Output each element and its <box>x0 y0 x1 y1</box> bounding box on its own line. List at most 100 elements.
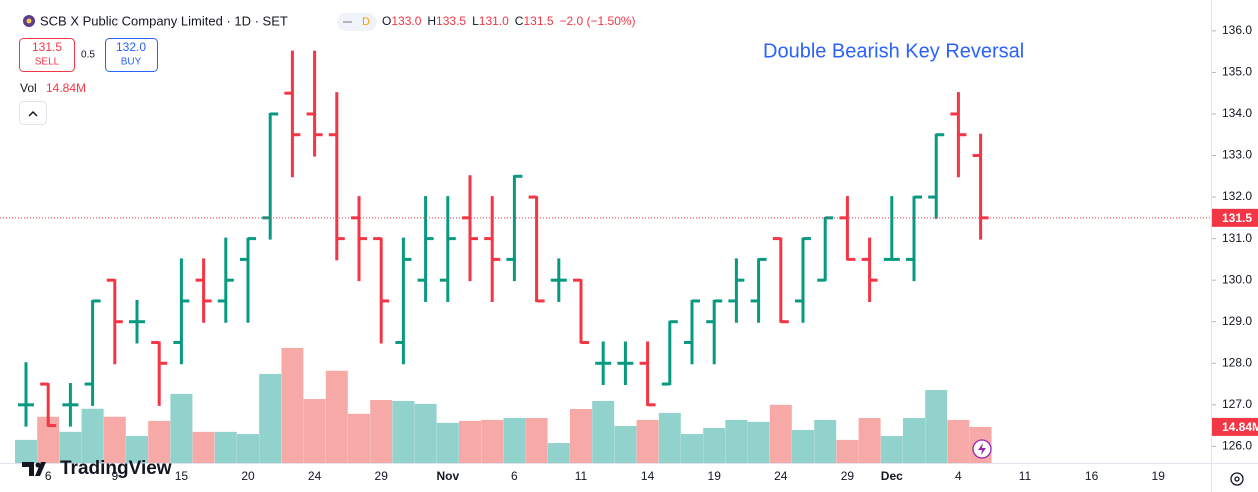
symbol-logo-dot <box>26 18 32 24</box>
volume-bar <box>747 421 770 463</box>
volume-bar <box>126 435 148 463</box>
volume-bar <box>15 439 37 463</box>
volume-bar <box>259 373 282 463</box>
volume-bar <box>37 416 60 463</box>
volume-bar <box>414 403 437 463</box>
x-tick-label: 19 <box>708 469 722 483</box>
x-tick-label: 4 <box>955 469 962 483</box>
volume-bar <box>237 434 259 463</box>
volume-bar <box>725 419 748 463</box>
legend-value: 131.5 <box>523 14 553 28</box>
y-tick-label: 135.0 <box>1222 65 1252 79</box>
y-tick-label: 128.0 <box>1222 355 1252 369</box>
volume-bar <box>903 417 925 463</box>
legend-value: 133.5 <box>436 14 466 28</box>
volume-bar <box>658 412 681 463</box>
volume-bar <box>925 390 948 463</box>
x-tick-label: 24 <box>774 469 788 483</box>
volume-bar <box>947 419 970 463</box>
settings-icon[interactable] <box>1230 472 1244 486</box>
x-tick-label: 20 <box>241 469 255 483</box>
volume-bar <box>348 413 370 463</box>
buy-button[interactable] <box>105 38 158 72</box>
volume-bar <box>681 434 703 463</box>
last-price-tag <box>1212 208 1258 227</box>
sell-label: SELL <box>35 57 60 68</box>
volume-legend-value: 14.84M <box>46 81 86 95</box>
legend-change: −2.0 (−1.50%) <box>560 14 636 28</box>
buy-price: 132.0 <box>116 40 146 54</box>
volume-bar <box>281 347 304 463</box>
legend-key: O <box>382 14 391 28</box>
last-price-label: 131.5 <box>1222 211 1252 225</box>
volume-bar <box>81 408 104 463</box>
volume-bar <box>392 400 415 463</box>
buy-label: BUY <box>121 57 142 68</box>
tv-logo-dot <box>35 462 41 468</box>
y-tick-label: 136.0 <box>1222 23 1252 37</box>
volume-legend-label: Vol <box>20 81 37 95</box>
collapse-icon <box>28 110 38 117</box>
x-tick-label: 14 <box>641 469 655 483</box>
x-tick-label: 11 <box>575 469 588 483</box>
annotation[interactable]: Double Bearish Key Reversal <box>763 40 1024 62</box>
volume-bar <box>325 370 348 463</box>
volume-bar <box>459 420 481 463</box>
x-tick-label: 9 <box>111 469 118 483</box>
volume-bar <box>59 431 82 463</box>
volume-bar <box>703 427 726 463</box>
x-tick-label: 6 <box>511 469 518 483</box>
legend-key: L <box>472 14 479 28</box>
sell-button[interactable] <box>19 38 75 72</box>
x-tick-label: Dec <box>881 469 903 483</box>
volume-bar <box>303 399 326 463</box>
market-status: D <box>362 16 370 28</box>
volume-bar <box>148 420 171 463</box>
x-tick-label: 29 <box>375 469 389 483</box>
volume-bar <box>370 399 393 463</box>
sell-price: 131.5 <box>32 40 62 54</box>
y-tick-label: 134.0 <box>1222 106 1252 120</box>
legend-key: H <box>427 14 436 28</box>
volume-bar <box>592 400 615 463</box>
volume-bar <box>103 416 126 463</box>
event-icon-bolt <box>978 443 986 455</box>
y-tick-label: 129.0 <box>1222 314 1252 328</box>
y-tick-label: 132.0 <box>1222 189 1252 203</box>
x-tick-label: 29 <box>841 469 855 483</box>
volume-bar <box>192 431 215 463</box>
legend-key: C <box>515 14 524 28</box>
volume-bar <box>880 435 903 463</box>
volume-bar <box>214 431 237 463</box>
volume-bar <box>503 417 526 463</box>
x-tick-label: Nov <box>436 469 459 483</box>
market-status-pill[interactable] <box>337 13 377 31</box>
legend-value: 133.0 <box>391 14 421 28</box>
volume-bar <box>858 417 881 463</box>
volume-bar <box>570 408 592 463</box>
symbol-title[interactable]: SCB X Public Company Limited · 1D · SET <box>40 13 288 28</box>
x-tick-label: 19 <box>1152 469 1166 483</box>
last-volume-tag <box>1212 417 1258 436</box>
volume-bar <box>792 429 814 463</box>
y-tick-label: 127.0 <box>1222 397 1252 411</box>
volume-layer <box>15 347 992 463</box>
y-tick-label: 126.0 <box>1222 439 1252 453</box>
spread: 0.5 <box>81 50 95 61</box>
y-tick-label: 133.0 <box>1222 148 1252 162</box>
volume-bar <box>436 422 459 463</box>
volume-bar <box>814 419 837 463</box>
x-tick-label: 11 <box>1019 469 1032 483</box>
volume-bar <box>525 417 548 463</box>
volume-bar <box>769 404 792 463</box>
legend-value: 131.0 <box>479 14 509 28</box>
volume-bar <box>636 419 659 463</box>
volume-bar <box>481 419 504 463</box>
tv-logo-text[interactable]: TradingView <box>60 458 172 479</box>
x-tick-label: 24 <box>308 469 322 483</box>
x-tick-label: 6 <box>45 469 52 483</box>
volume-bar <box>836 439 859 463</box>
